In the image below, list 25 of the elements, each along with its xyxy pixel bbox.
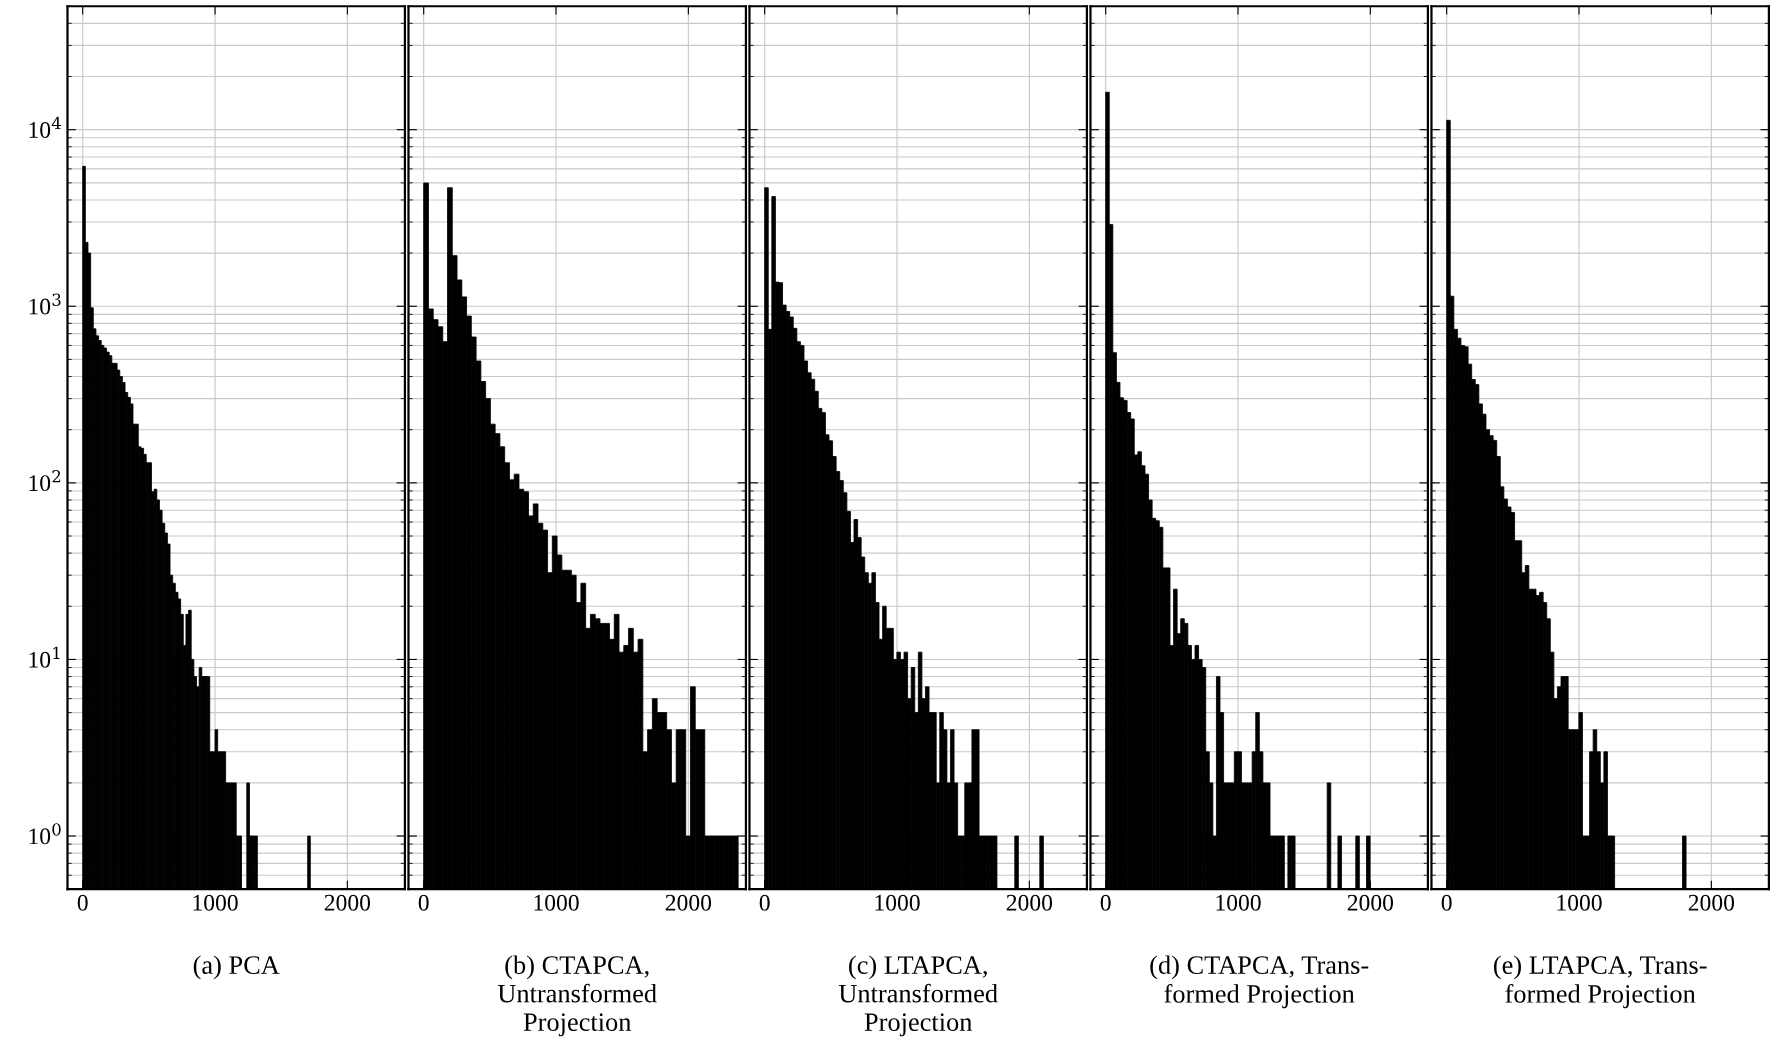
- x-tick-label: 0: [759, 894, 770, 911]
- y-tick-label: 10$^{4}$: [29, 116, 61, 138]
- x-tick-label: 2000: [1688, 894, 1735, 911]
- text: (b) CTAPCA, Untransformed Projection: [497, 955, 657, 1037]
- text: (a) PCA: [193, 955, 280, 980]
- x-tick-label: 1000: [1557, 894, 1602, 911]
- x-tick-label: 1000: [1216, 894, 1261, 911]
- x-tick-label: 1000: [534, 894, 579, 911]
- x-tick-label: 2000: [1006, 894, 1053, 911]
- text: (d) CTAPCA, Trans- formed Projection: [1150, 955, 1369, 1009]
- x-tick-label: 1000: [193, 894, 238, 911]
- x-tick-label: 0: [1100, 894, 1111, 911]
- x-tick-label: 2000: [665, 894, 712, 911]
- x-tick-label: 0: [77, 894, 88, 911]
- x-tick-label: 2000: [324, 894, 371, 911]
- y-tick-label: 10$^{2}$: [29, 470, 61, 492]
- y-tick-label: 10$^{0}$: [29, 823, 61, 845]
- x-tick-label: 1000: [875, 894, 920, 911]
- x-tick-label: 2000: [1347, 894, 1394, 911]
- x-tick-label: 0: [418, 894, 429, 911]
- y-tick-label: 10$^{1}$: [29, 646, 60, 668]
- x-tick-label: 0: [1441, 894, 1452, 911]
- y-tick-label: 10$^{3}$: [29, 293, 61, 315]
- text: (e) LTAPCA, Trans- formed Projection: [1494, 955, 1707, 1009]
- text: (c) LTAPCA, Untransformed Projection: [838, 955, 998, 1037]
